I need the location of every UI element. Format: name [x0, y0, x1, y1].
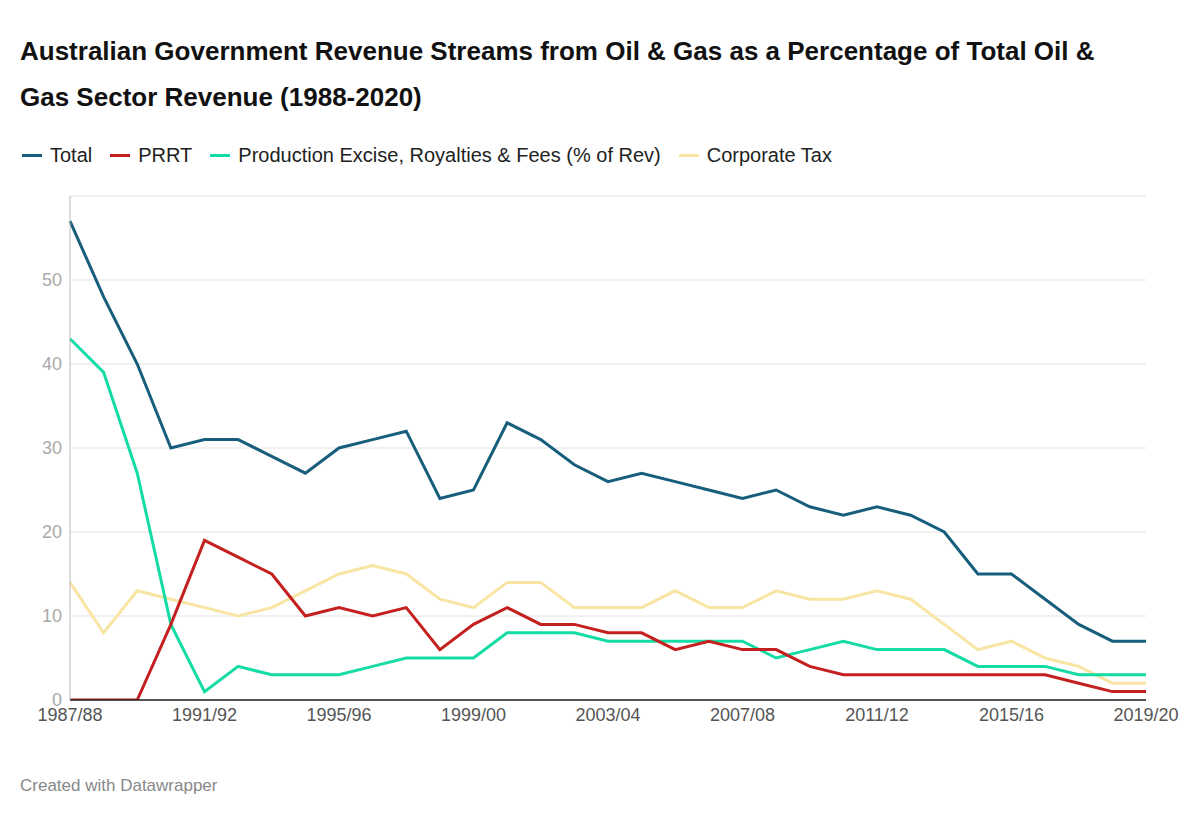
svg-text:2007/08: 2007/08 — [710, 705, 775, 725]
svg-text:2003/04: 2003/04 — [575, 705, 640, 725]
html-text:Total: Total — [50, 144, 93, 166]
svg-text:1987/88: 1987/88 — [37, 705, 102, 725]
svg-text:40: 40 — [42, 354, 62, 374]
svg-text:2011/12: 2011/12 — [845, 705, 909, 725]
html-text:Australian Government Revenue: Australian Government Revenue Streams fr… — [20, 36, 1095, 112]
svg-text:1999/00: 1999/00 — [441, 705, 506, 725]
svg-text:2019/20: 2019/20 — [1113, 705, 1178, 725]
svg-text:0: 0 — [52, 690, 62, 710]
svg-text:20: 20 — [42, 522, 62, 542]
svg-text:1995/96: 1995/96 — [306, 705, 371, 725]
svg-text:2015/16: 2015/16 — [979, 705, 1044, 725]
html-text:Corporate Tax: Corporate Tax — [706, 144, 832, 166]
html-text:PRRT: PRRT — [138, 144, 193, 166]
svg-text:30: 30 — [42, 438, 62, 458]
svg-text:1991/92: 1991/92 — [172, 705, 237, 725]
html-text:Production Excise, Royalties &: Production Excise, Royalties & Fees (% o… — [238, 144, 661, 166]
html-text:Created with Datawrapper: Created with Datawrapper — [20, 776, 218, 795]
svg-text:10: 10 — [42, 606, 62, 626]
svg-text:50: 50 — [42, 270, 62, 290]
